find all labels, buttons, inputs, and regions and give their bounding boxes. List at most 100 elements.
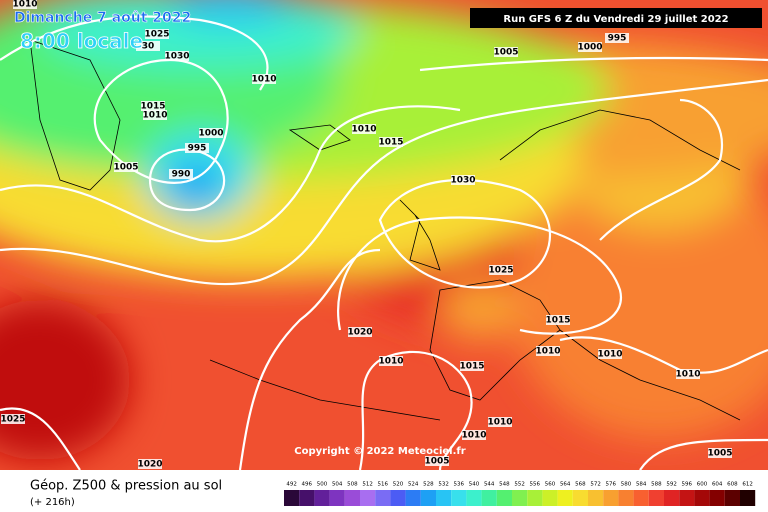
label-bg	[536, 346, 560, 356]
scale-swatch	[284, 490, 300, 506]
scale-label: 596	[682, 482, 693, 488]
scale-label: 512	[362, 482, 373, 488]
scale-label: 600	[697, 482, 708, 488]
scale-swatch	[633, 490, 649, 506]
scale-label: 612	[742, 482, 753, 488]
scale-label: 516	[378, 482, 389, 488]
isobar-label: 990	[172, 170, 191, 180]
label-bg	[169, 169, 193, 179]
label-bg	[143, 110, 167, 120]
isobar-label: 1010	[597, 350, 622, 360]
isobar-label: 1010	[12, 0, 37, 10]
scale-swatch	[709, 490, 725, 506]
label-bg	[605, 33, 629, 43]
scale-label: 540	[469, 482, 480, 488]
isobar-label: 1000	[577, 43, 602, 53]
scale-swatch	[618, 490, 634, 506]
isobar-label: 1005	[113, 163, 138, 173]
isobar-label: 1005	[493, 48, 518, 58]
isobar-label: 1010	[351, 125, 376, 135]
run: Run GFS 6 Z du Vendredi 29 juillet 2022	[503, 14, 728, 25]
isobar-label: 1010	[487, 418, 512, 428]
scale-label: 568	[575, 482, 586, 488]
isobar-label: 1020	[137, 460, 162, 470]
label-bg	[138, 459, 162, 469]
isobars	[0, 15, 768, 471]
scale-label: 544	[484, 482, 495, 488]
date: Dimanche 7 août 2022	[14, 10, 191, 26]
label-bg	[13, 0, 37, 9]
scale-swatch	[481, 490, 497, 506]
label-bg	[451, 175, 475, 185]
isobar-label: 1005	[424, 457, 449, 467]
time: 8:00 locale	[20, 29, 143, 53]
scale-label: 580	[621, 482, 632, 488]
scale-label: 564	[560, 482, 571, 488]
label-bg	[165, 51, 189, 61]
footer-title: Géop. Z500 & pression au sol	[30, 479, 222, 494]
label-bg	[578, 42, 602, 52]
isobar-label: 1015	[459, 362, 484, 372]
scale-label: 572	[590, 482, 601, 488]
scale-swatch	[405, 490, 421, 506]
scale-swatch	[557, 490, 573, 506]
label-bg	[676, 369, 700, 379]
isobar-label: 1020	[347, 328, 372, 338]
isobar-label: 1025	[0, 415, 25, 425]
scale-label: 524	[408, 482, 419, 488]
geopotential-field	[0, 0, 768, 470]
scale-swatch	[679, 490, 695, 506]
scale-swatch	[344, 490, 360, 506]
scale-label: 560	[545, 482, 556, 488]
scale-label: 504	[332, 482, 343, 488]
scale-swatch	[648, 490, 664, 506]
scale-swatch	[572, 490, 588, 506]
copyright: Copyright © 2022 Meteociel.fr	[294, 446, 465, 457]
label-bg	[546, 315, 570, 325]
scale-label: 556	[530, 482, 541, 488]
scale-swatch	[496, 490, 512, 506]
scale-swatch	[420, 490, 436, 506]
scale-label: 592	[666, 482, 677, 488]
scale-swatch	[299, 490, 315, 506]
scale-swatch	[329, 490, 345, 506]
scale-label: 548	[499, 482, 510, 488]
scale-label: 584	[636, 482, 647, 488]
scale-label: 536	[454, 482, 465, 488]
scale-swatch	[542, 490, 558, 506]
scale-swatch	[724, 490, 740, 506]
label-bg	[114, 162, 138, 172]
label-bg	[488, 417, 512, 427]
label-bg	[348, 327, 372, 337]
label-bg	[462, 430, 486, 440]
isobar-label: 1010	[378, 357, 403, 367]
isobar-label: 1010	[142, 111, 167, 121]
isobar-label: 995	[188, 144, 207, 154]
scale-label: 608	[727, 482, 738, 488]
footer-lead: (+ 216h)	[30, 497, 75, 508]
scale-label: 520	[393, 482, 404, 488]
scale-label: 492	[286, 482, 297, 488]
isobar-label: 1030	[450, 176, 475, 186]
scale-swatch	[451, 490, 467, 506]
label-bg	[141, 101, 165, 111]
label-bg	[352, 124, 376, 134]
isobar-label: 1030	[164, 52, 189, 62]
isobar-label: 1000	[198, 129, 223, 139]
label-bg	[1, 414, 25, 424]
scale-swatch	[740, 490, 756, 506]
scale-swatch	[436, 490, 452, 506]
isobar-label: 1025	[488, 266, 513, 276]
scale-label: 500	[317, 482, 328, 488]
isobar-label: 1010	[461, 431, 486, 441]
isobar-label: 1025	[144, 30, 169, 40]
isobar-label: 1010	[675, 370, 700, 380]
scale-label: 496	[302, 482, 313, 488]
scale-label: 576	[606, 482, 617, 488]
run-box	[470, 8, 762, 28]
isobar-label: 1015	[378, 138, 403, 148]
isobar-label: 1005	[707, 449, 732, 459]
scale-swatch	[360, 490, 376, 506]
scale-swatch	[603, 490, 619, 506]
label-bg	[145, 29, 169, 39]
